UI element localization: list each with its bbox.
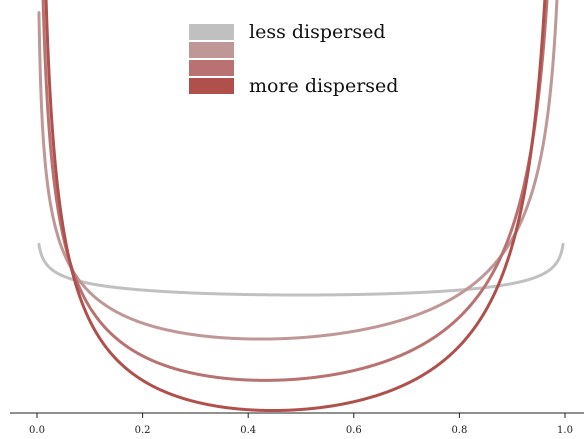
legend-label-4: more dispersed xyxy=(249,75,398,97)
density-curve-2 xyxy=(37,0,559,341)
legend-label-1: less dispersed xyxy=(249,21,386,43)
density-curve-1 xyxy=(37,242,565,297)
x-tick-label: 0.4 xyxy=(240,425,256,436)
legend-swatch-3 xyxy=(189,60,234,76)
density-curve-3 xyxy=(41,0,549,382)
density-curve-4 xyxy=(44,0,547,412)
legend-swatch-2 xyxy=(189,42,234,58)
x-tick-label: 0.6 xyxy=(346,425,362,436)
legend-swatch-1 xyxy=(189,24,234,40)
legend: less dispersed more dispersed xyxy=(189,21,398,97)
x-tick-label: 1.0 xyxy=(557,425,573,436)
x-tick-label: 0.8 xyxy=(451,425,467,436)
legend-swatch-4 xyxy=(189,78,234,94)
x-tick-label: 0.2 xyxy=(135,425,151,436)
x-tick-label: 0.0 xyxy=(29,425,45,436)
density-curves xyxy=(37,0,565,412)
x-axis-ticks: 0.0 0.2 0.4 0.6 0.8 1.0 xyxy=(29,413,573,436)
